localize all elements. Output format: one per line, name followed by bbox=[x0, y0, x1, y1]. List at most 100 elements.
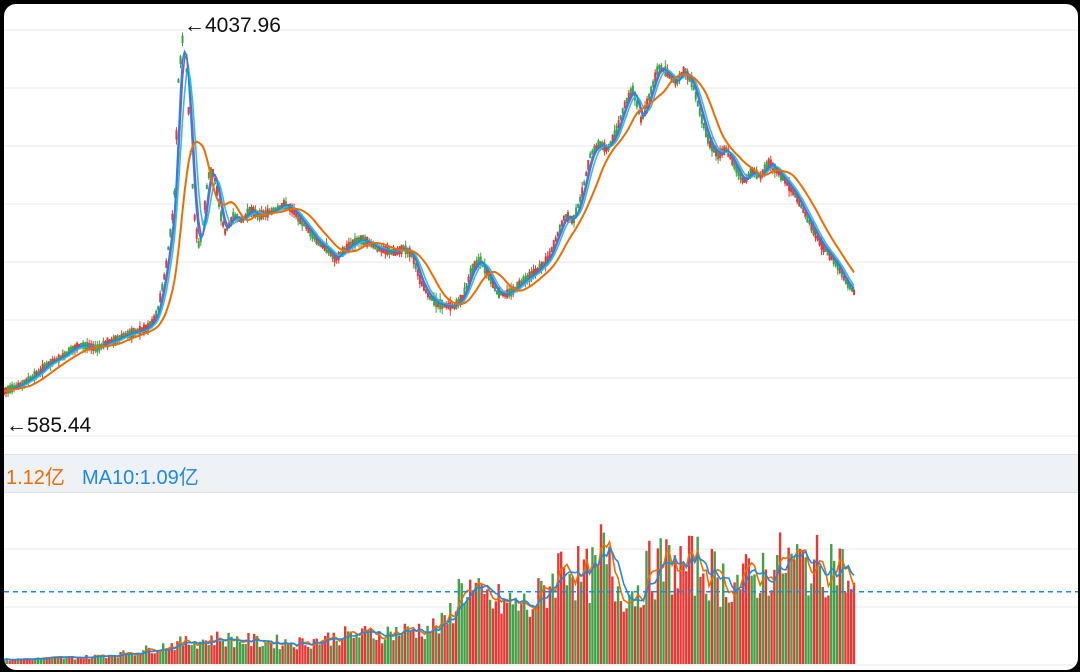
volume-bar bbox=[798, 548, 802, 664]
candle-body bbox=[666, 68, 669, 77]
candle-body bbox=[191, 184, 194, 189]
volume-bar bbox=[486, 589, 489, 664]
volume-bar bbox=[110, 655, 114, 664]
candle-body bbox=[120, 333, 123, 341]
candle-body bbox=[222, 222, 225, 227]
volume-bar bbox=[161, 643, 165, 664]
volume-bar bbox=[540, 580, 543, 664]
candle-body bbox=[175, 130, 178, 140]
volume-bar bbox=[849, 589, 853, 664]
candle-body bbox=[374, 244, 377, 250]
candle-body bbox=[347, 242, 350, 252]
candle-body bbox=[625, 97, 628, 104]
candle-body bbox=[477, 257, 480, 265]
candle-body bbox=[802, 207, 805, 213]
volume-bar bbox=[665, 539, 668, 664]
volume-bar bbox=[136, 654, 139, 664]
volume-bar bbox=[722, 563, 725, 664]
volume-bar bbox=[42, 658, 45, 664]
candle-body bbox=[516, 282, 519, 292]
volume-bar bbox=[650, 591, 654, 664]
volume-bar bbox=[835, 585, 839, 664]
volume-bar bbox=[122, 650, 125, 664]
candle-body bbox=[497, 287, 500, 298]
volume-bar bbox=[520, 603, 523, 664]
volume-bar bbox=[699, 576, 702, 664]
volume-bar bbox=[571, 576, 574, 664]
volume-bar bbox=[258, 646, 262, 664]
volume-bar bbox=[841, 549, 844, 664]
candle-body bbox=[327, 247, 330, 254]
candle-body bbox=[246, 208, 249, 219]
volume-bar bbox=[196, 648, 199, 664]
volume-bar bbox=[358, 637, 361, 664]
volume-bar bbox=[321, 641, 324, 664]
legend-volume-value: 1.12亿 bbox=[6, 467, 65, 489]
candle-body bbox=[646, 98, 649, 109]
candle-body bbox=[171, 213, 174, 221]
volume-bar bbox=[713, 551, 716, 664]
volume-bar bbox=[190, 645, 193, 664]
candle-body bbox=[848, 284, 851, 290]
volume-bar bbox=[463, 603, 466, 664]
volume-bar bbox=[815, 534, 819, 664]
volume-bar bbox=[517, 610, 520, 664]
candle-body bbox=[177, 79, 180, 83]
candle-body bbox=[814, 229, 817, 239]
candle-body bbox=[609, 141, 612, 146]
volume-bar bbox=[8, 660, 11, 664]
volume-bar bbox=[221, 640, 225, 664]
candle-body bbox=[256, 211, 259, 218]
candle-body bbox=[824, 248, 827, 252]
volume-bar bbox=[170, 643, 173, 664]
candle-body bbox=[822, 242, 825, 253]
volume-bar bbox=[22, 658, 26, 664]
candle-body bbox=[207, 172, 210, 179]
candle-body bbox=[599, 141, 602, 149]
volume-bar bbox=[642, 604, 645, 664]
volume-bar bbox=[406, 626, 409, 664]
volume-bar bbox=[287, 643, 290, 664]
candle-body bbox=[195, 229, 198, 239]
candle-body bbox=[106, 337, 109, 348]
volume-bar bbox=[147, 647, 151, 664]
candle-body bbox=[203, 201, 206, 210]
volume-bar bbox=[591, 547, 594, 664]
volume-bar bbox=[375, 639, 378, 664]
candle-body bbox=[830, 255, 833, 261]
volume-bar bbox=[250, 646, 253, 664]
volume-bar bbox=[616, 586, 620, 664]
volume-bar bbox=[389, 631, 392, 664]
volume-bar bbox=[716, 577, 719, 664]
volume-bar bbox=[338, 645, 341, 664]
volume-bar bbox=[298, 637, 301, 664]
volume-bar bbox=[218, 641, 222, 664]
volume-bar bbox=[750, 575, 753, 664]
volume-bar bbox=[548, 586, 552, 664]
volume-bar bbox=[599, 524, 603, 664]
volume-bar bbox=[88, 658, 91, 664]
candle-body bbox=[668, 72, 671, 79]
volume-bar bbox=[679, 546, 682, 664]
volume-bar bbox=[309, 648, 313, 664]
volume-bar bbox=[59, 656, 63, 664]
candle-body bbox=[812, 225, 815, 235]
candle-body bbox=[520, 280, 523, 285]
volume-bar bbox=[739, 589, 742, 664]
candle-body bbox=[654, 72, 657, 83]
volume-bar bbox=[741, 563, 745, 664]
candle-body bbox=[74, 344, 77, 352]
volume-bar bbox=[164, 650, 168, 664]
volume-bar bbox=[230, 636, 233, 664]
volume-bar bbox=[582, 559, 586, 664]
candle-body bbox=[605, 145, 608, 152]
volume-bar bbox=[614, 601, 617, 664]
candle-body bbox=[792, 188, 795, 195]
volume-bar bbox=[659, 538, 662, 664]
volume-bar bbox=[682, 564, 685, 664]
ma20-line bbox=[4, 73, 855, 393]
candle-body bbox=[741, 177, 744, 183]
volume-bar bbox=[62, 658, 65, 664]
volume-bar bbox=[832, 560, 836, 664]
candle-body bbox=[293, 207, 296, 215]
